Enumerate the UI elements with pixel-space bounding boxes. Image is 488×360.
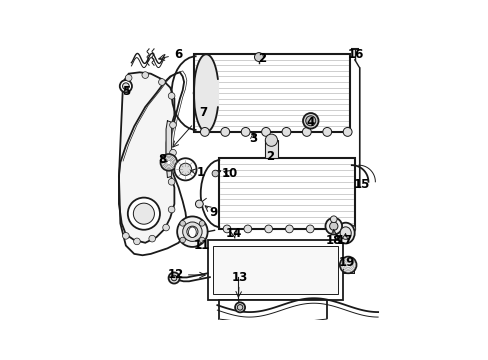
Circle shape <box>330 216 336 222</box>
Circle shape <box>343 127 351 136</box>
Circle shape <box>163 224 169 231</box>
Bar <box>218 158 354 229</box>
Circle shape <box>186 226 198 237</box>
Circle shape <box>200 127 209 136</box>
Circle shape <box>302 127 311 136</box>
Circle shape <box>322 127 331 136</box>
Text: 4: 4 <box>305 116 314 129</box>
Circle shape <box>148 235 155 242</box>
Circle shape <box>127 198 160 230</box>
Circle shape <box>241 127 249 136</box>
Circle shape <box>303 113 318 129</box>
Circle shape <box>142 72 148 78</box>
Circle shape <box>339 257 356 273</box>
Circle shape <box>168 273 179 284</box>
Circle shape <box>180 221 185 226</box>
Circle shape <box>199 237 204 243</box>
Circle shape <box>265 134 277 146</box>
Circle shape <box>133 238 140 245</box>
Circle shape <box>125 75 132 81</box>
Circle shape <box>122 83 129 90</box>
Circle shape <box>122 233 129 239</box>
Circle shape <box>133 203 154 224</box>
Circle shape <box>179 163 191 175</box>
Circle shape <box>177 216 207 247</box>
Text: 13: 13 <box>231 271 247 284</box>
Circle shape <box>199 221 204 226</box>
Text: 14: 14 <box>225 226 242 240</box>
Circle shape <box>244 225 251 233</box>
Bar <box>213 246 337 294</box>
Text: 15: 15 <box>353 178 369 191</box>
Circle shape <box>212 170 218 177</box>
Text: 12: 12 <box>167 268 183 281</box>
Circle shape <box>168 93 175 99</box>
Circle shape <box>168 179 175 185</box>
Bar <box>193 54 350 132</box>
Text: 8: 8 <box>158 153 166 166</box>
Polygon shape <box>166 121 171 177</box>
Circle shape <box>326 225 334 233</box>
Bar <box>207 240 343 300</box>
Circle shape <box>120 80 132 92</box>
Bar <box>218 300 326 323</box>
Polygon shape <box>119 72 174 243</box>
Circle shape <box>261 127 270 136</box>
Bar <box>265 140 277 158</box>
Text: 3: 3 <box>249 132 257 145</box>
Text: 9: 9 <box>209 206 217 219</box>
Text: 10: 10 <box>221 167 238 180</box>
Circle shape <box>169 122 176 128</box>
Text: 7: 7 <box>199 106 207 119</box>
Circle shape <box>221 127 229 136</box>
Circle shape <box>158 79 165 85</box>
Ellipse shape <box>336 223 354 243</box>
Circle shape <box>325 218 342 234</box>
Text: 16: 16 <box>346 48 363 61</box>
Text: 2: 2 <box>265 150 273 163</box>
Text: 6: 6 <box>174 48 182 61</box>
Bar <box>218 158 354 229</box>
Circle shape <box>305 116 315 126</box>
Circle shape <box>168 206 175 213</box>
Circle shape <box>347 225 355 233</box>
Text: 2: 2 <box>257 52 265 65</box>
Circle shape <box>171 275 177 281</box>
Text: 17: 17 <box>336 234 352 247</box>
Ellipse shape <box>188 227 196 238</box>
Circle shape <box>174 158 196 180</box>
Circle shape <box>223 225 230 233</box>
Circle shape <box>305 225 313 233</box>
Text: 18: 18 <box>325 234 341 247</box>
Circle shape <box>160 154 177 171</box>
Text: 5: 5 <box>122 85 130 98</box>
Text: 11: 11 <box>194 239 210 252</box>
Circle shape <box>254 53 263 62</box>
Circle shape <box>282 127 290 136</box>
Circle shape <box>169 149 176 156</box>
Circle shape <box>264 225 272 233</box>
Circle shape <box>180 237 185 243</box>
Bar <box>193 54 350 132</box>
Ellipse shape <box>340 227 350 239</box>
Circle shape <box>285 225 293 233</box>
Circle shape <box>235 302 244 312</box>
Circle shape <box>183 222 202 242</box>
Circle shape <box>237 305 243 310</box>
Text: 1: 1 <box>196 166 204 179</box>
Text: 19: 19 <box>338 256 355 269</box>
Circle shape <box>195 200 203 208</box>
Circle shape <box>329 222 337 230</box>
